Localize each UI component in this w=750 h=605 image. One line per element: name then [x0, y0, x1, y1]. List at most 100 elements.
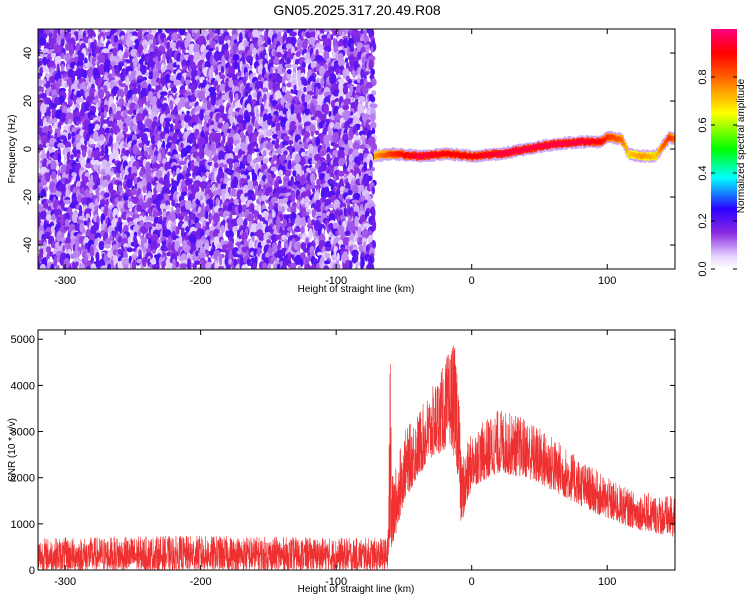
noise-mark	[44, 231, 51, 240]
ridge-mark	[515, 150, 518, 153]
noise-mark	[290, 103, 295, 116]
noise-mark	[137, 229, 141, 237]
noise-mark	[337, 239, 344, 246]
ridge-mark	[446, 151, 448, 155]
ridge-mark	[486, 153, 489, 157]
ridge-mark	[538, 145, 541, 148]
noise-mark	[94, 123, 100, 132]
noise-mark	[312, 188, 316, 193]
noise-mark	[200, 130, 205, 139]
ridge-mark	[416, 155, 419, 159]
noise-mark	[126, 217, 134, 223]
noise-mark	[133, 176, 138, 187]
noise-mark	[187, 259, 192, 269]
noise-mark	[258, 235, 264, 242]
noise-mark	[46, 150, 50, 160]
noise-mark	[306, 167, 311, 173]
noise-mark	[219, 83, 227, 93]
noise-mark	[303, 131, 311, 139]
noise-mark	[108, 135, 113, 147]
ridge-mark	[455, 153, 458, 156]
ridge-mark	[628, 152, 631, 158]
noise-mark	[218, 98, 224, 107]
noise-mark	[254, 204, 261, 212]
ridge-mark	[580, 138, 583, 144]
ridge-mark	[374, 154, 377, 157]
noise-mark	[315, 238, 319, 245]
noise-mark	[146, 154, 152, 160]
noise-mark	[193, 161, 200, 167]
noise-mark	[342, 85, 349, 95]
ridge-mark	[440, 153, 443, 157]
ridge-mark	[527, 147, 530, 150]
noise-mark	[179, 29, 186, 36]
ridge-mark	[532, 145, 535, 149]
noise-mark	[252, 193, 256, 200]
noise-mark	[251, 172, 258, 182]
ridge-mark	[397, 151, 400, 156]
ridge-mark	[398, 153, 401, 157]
noise-mark	[362, 71, 369, 76]
ridge-mark	[395, 152, 398, 155]
ridge-mark	[410, 153, 413, 157]
noise-mark	[345, 57, 348, 64]
noise-mark	[90, 256, 95, 263]
noise-mark	[117, 49, 124, 58]
noise-mark	[240, 142, 249, 152]
noise-mark	[111, 244, 118, 251]
noise-mark	[156, 50, 163, 57]
noise-mark	[303, 141, 310, 150]
noise-mark	[160, 91, 168, 96]
ridge-mark	[444, 151, 447, 155]
noise-mark	[152, 263, 160, 269]
noise-mark	[219, 254, 223, 266]
noise-mark	[227, 240, 234, 253]
noise-mark	[95, 259, 100, 269]
noise-mark	[268, 80, 273, 91]
noise-mark	[97, 88, 105, 99]
noise-mark	[83, 101, 91, 113]
ridge-mark	[385, 153, 387, 157]
noise-mark	[107, 120, 114, 128]
noise-mark	[169, 75, 178, 82]
ridge-mark	[501, 152, 504, 156]
noise-mark	[242, 75, 247, 87]
noise-mark	[74, 261, 79, 267]
noise-mark	[158, 177, 164, 186]
noise-mark	[354, 94, 359, 100]
noise-mark	[237, 203, 243, 215]
ridge-mark	[447, 153, 450, 156]
ridge-mark	[408, 155, 410, 158]
noise-mark	[276, 82, 280, 87]
noise-mark	[256, 222, 263, 232]
noise-mark	[252, 262, 257, 269]
ridge-mark	[523, 148, 526, 151]
noise-mark	[182, 65, 188, 71]
noise-mark	[300, 242, 307, 250]
noise-mark	[200, 76, 205, 81]
noise-mark	[89, 246, 94, 258]
noise-mark	[132, 31, 138, 38]
noise-mark	[214, 261, 218, 269]
noise-mark	[315, 207, 322, 213]
noise-mark	[142, 95, 147, 104]
noise-mark	[315, 86, 319, 97]
noise-mark	[232, 53, 240, 62]
noise-mark	[274, 29, 283, 34]
ridge-mark	[473, 154, 476, 157]
noise-mark	[165, 262, 174, 269]
noise-mark	[90, 263, 97, 269]
noise-mark	[103, 254, 109, 263]
noise-mark	[142, 185, 147, 194]
noise-mark	[152, 179, 157, 186]
noise-mark	[344, 230, 351, 237]
ridge-mark	[649, 154, 652, 160]
noise-mark	[185, 123, 189, 130]
noise-mark	[235, 264, 241, 269]
ridge-mark	[498, 151, 501, 155]
noise-mark	[235, 237, 241, 244]
noise-mark	[143, 44, 148, 49]
noise-mark	[238, 198, 242, 205]
noise-mark	[360, 260, 364, 269]
noise-mark	[219, 74, 226, 80]
